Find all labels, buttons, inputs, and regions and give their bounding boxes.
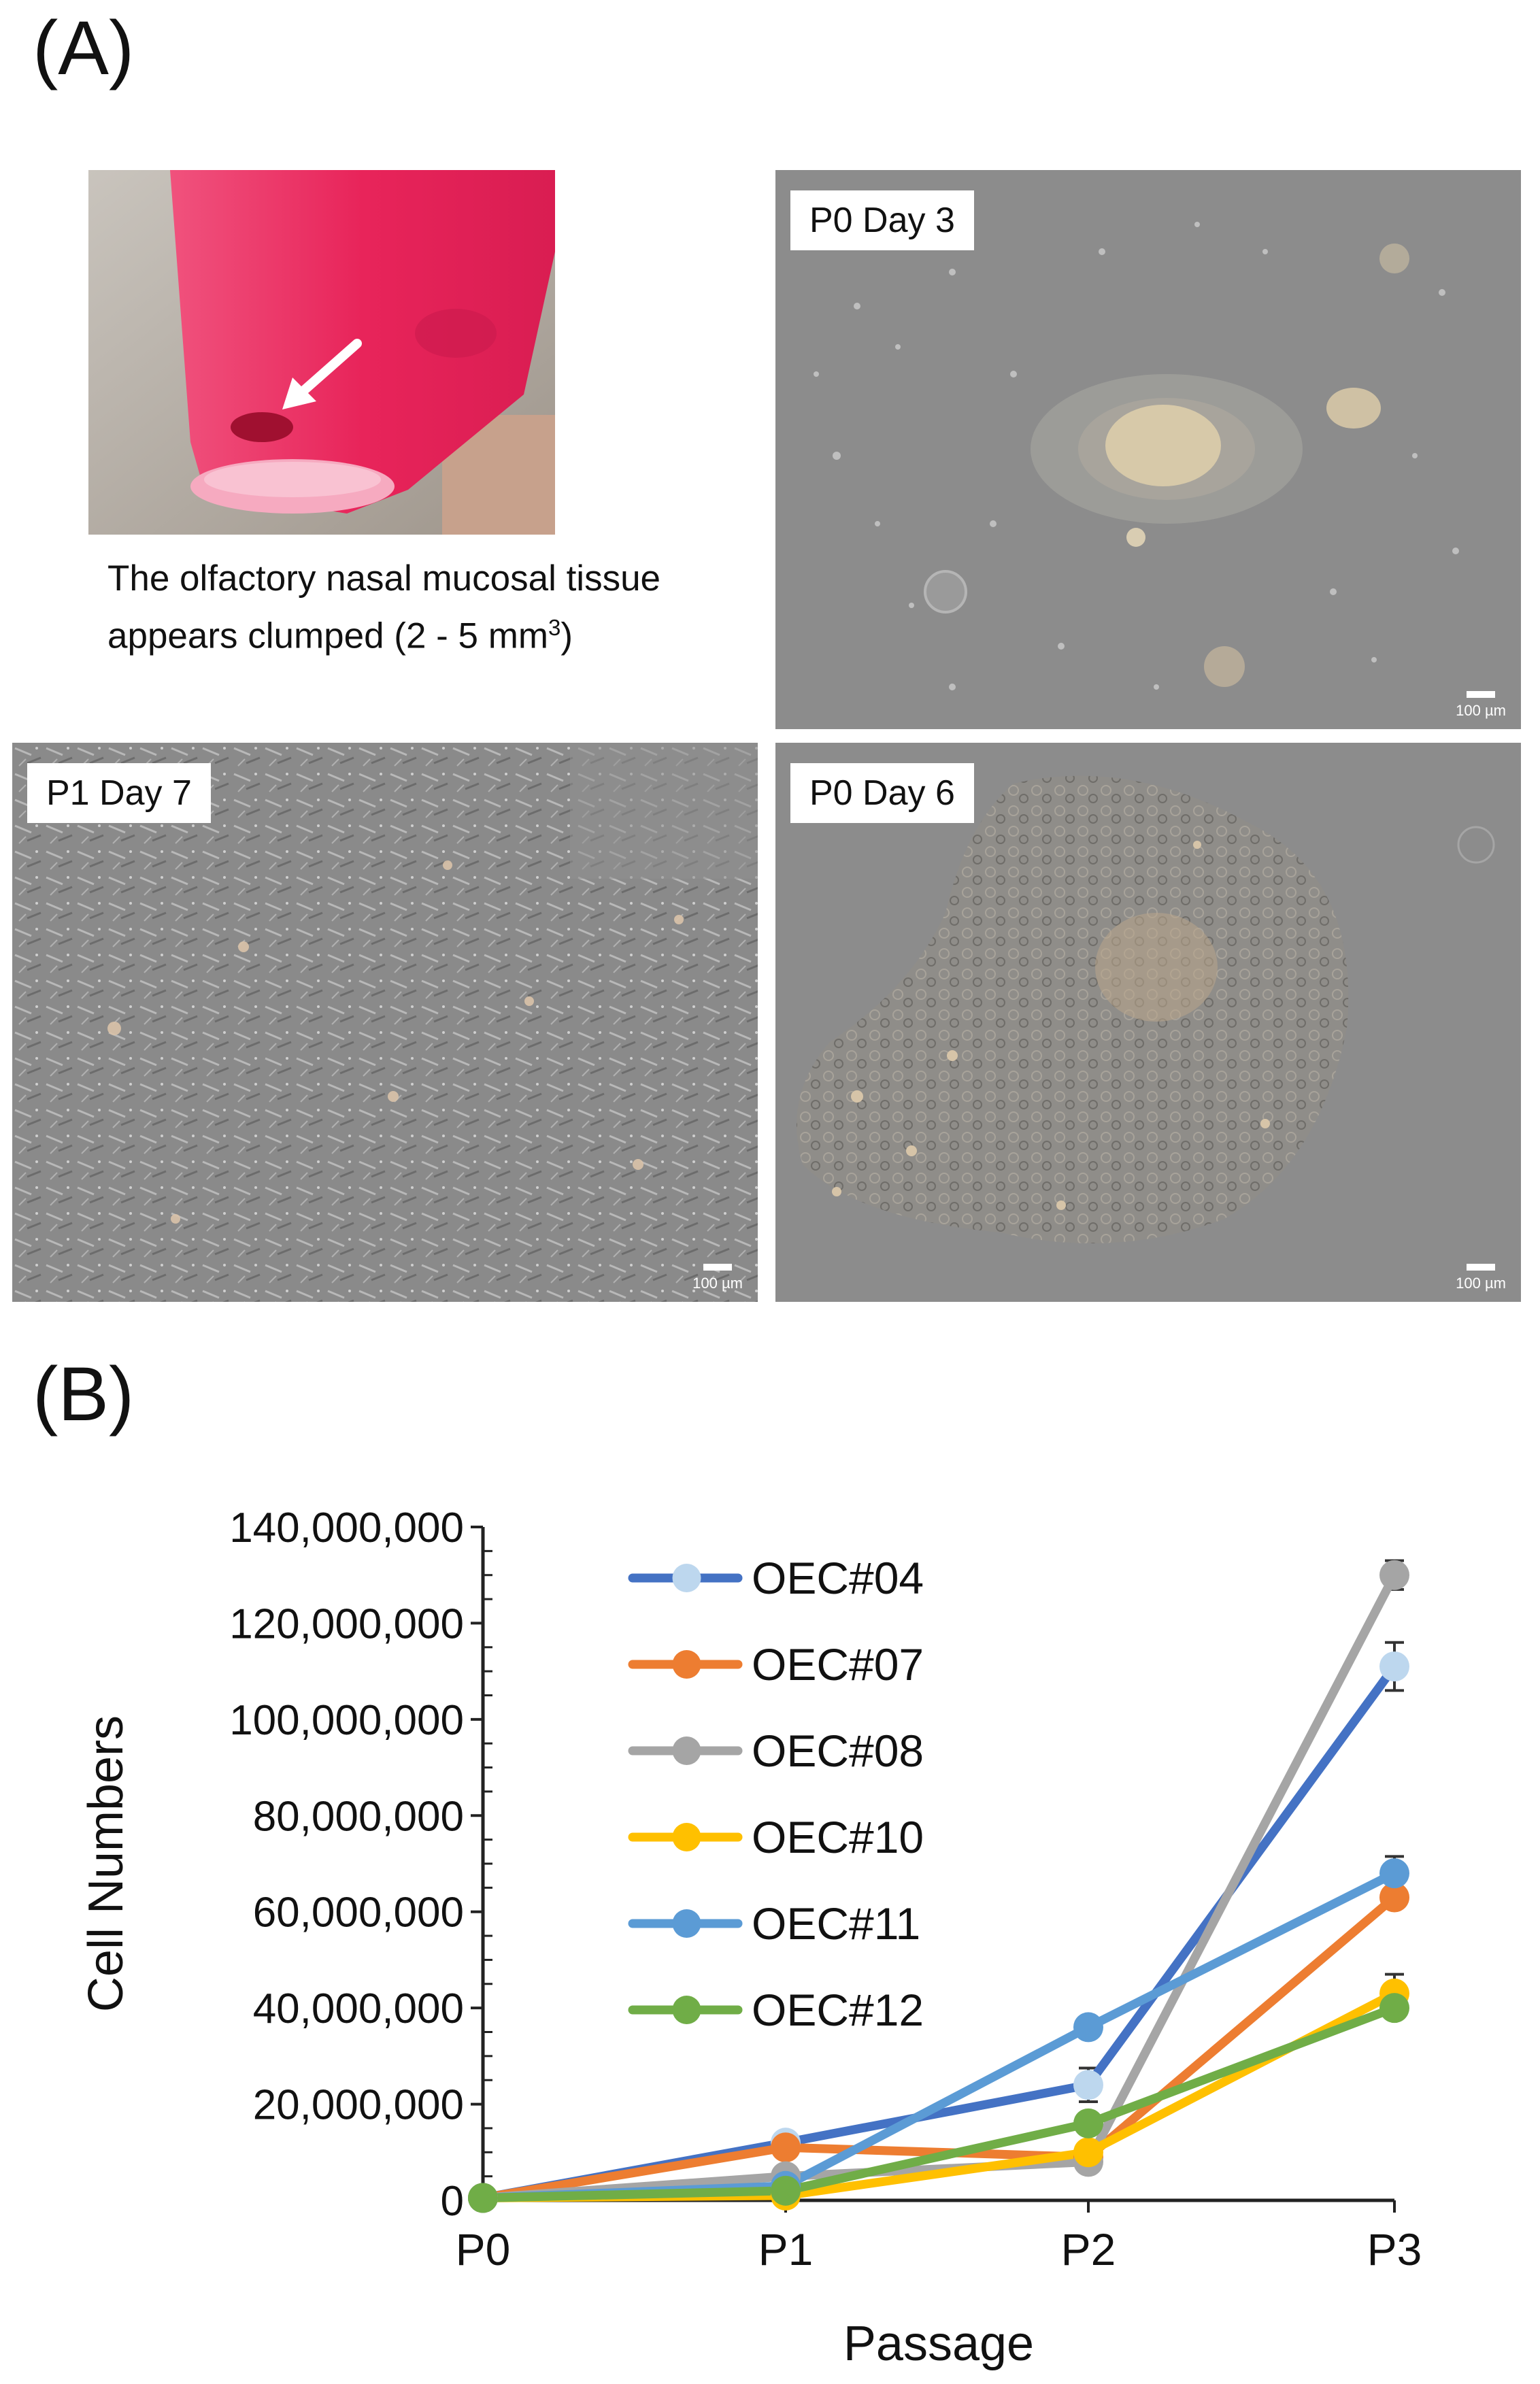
data-point-OEC#11 (1073, 2012, 1103, 2043)
series-line-OEC#04 (478, 1662, 1399, 2202)
data-point-OEC#12 (468, 2183, 498, 2213)
data-point-OEC#12 (1073, 2108, 1103, 2138)
y-tick-label: 20,000,000 (253, 2082, 464, 2129)
y-tick-label: 60,000,000 (253, 1890, 464, 1936)
legend-label: OEC#11 (752, 1898, 920, 1949)
y-tick-label: 40,000,000 (253, 1985, 464, 2032)
caption-line-2-end: ) (560, 616, 573, 656)
data-point-OEC#12 (771, 2175, 801, 2206)
tissue-photo (88, 170, 555, 535)
data-point-OEC#10 (1073, 2137, 1103, 2168)
legend-label: OEC#07 (752, 1639, 924, 1690)
y-tick-label: 0 (441, 2178, 464, 2225)
legend-marker (672, 1909, 701, 1938)
legend-marker (672, 1996, 701, 2024)
photo-caption: The olfactory nasal mucosal tissue appea… (107, 554, 660, 661)
legend-marker (672, 1564, 701, 1592)
y-tick-label: 140,000,000 (229, 1505, 464, 1551)
scale-bar: 100 µm (1456, 691, 1506, 720)
caption-line-2: appears clumped (2 - 5 mm3) (107, 603, 660, 661)
x-tick-label: P3 (1367, 2224, 1422, 2274)
legend-label: OEC#04 (752, 1553, 924, 1603)
data-point-OEC#07 (1379, 1882, 1409, 1913)
micrograph-p0-day6: P0 Day 6 100 µm (775, 743, 1521, 1302)
data-point-OEC#04 (1073, 2070, 1103, 2100)
panel-b-label: (B) (33, 1352, 135, 1437)
y-tick-label: 100,000,000 (229, 1697, 464, 1744)
panel-a-label: (A) (33, 5, 135, 90)
x-axis-title: Passage (843, 2317, 1034, 2371)
legend-marker (672, 1650, 701, 1679)
data-point-OEC#12 (1379, 1993, 1409, 2024)
micrograph-label: P0 Day 6 (790, 763, 974, 823)
scale-text: 100 µm (692, 1275, 743, 1292)
scale-bar: 100 µm (692, 1264, 743, 1292)
scale-text: 100 µm (1456, 1275, 1506, 1292)
data-point-OEC#07 (771, 2132, 801, 2163)
series-line-OEC#07 (478, 1893, 1399, 2202)
caption-line-2-text: appears clumped (2 - 5 mm (107, 616, 549, 656)
caption-line-1: The olfactory nasal mucosal tissue (107, 558, 661, 599)
legend-label: OEC#08 (752, 1726, 924, 1776)
micrograph-p1-day7: P1 Day 7 100 µm (12, 743, 758, 1302)
y-axis-title: Cell Numbers (79, 1715, 133, 2012)
cell-numbers-line-chart: 0 20,000,000 40,000,000 60,000,000 80,000,00… (79, 1505, 1422, 2371)
series-line-OEC#12 (478, 2003, 1399, 2202)
data-point-OEC#04 (1379, 1651, 1409, 1682)
x-tick-label: P0 (456, 2224, 511, 2274)
micrograph-label: P0 Day 3 (790, 190, 974, 250)
x-tick-label: P1 (758, 2224, 814, 2274)
legend-marker (672, 1823, 701, 1851)
legend-marker (672, 1736, 701, 1765)
micrograph-p0-day3: P0 Day 3 100 µm (775, 170, 1521, 729)
legend-label: OEC#10 (752, 1812, 924, 1862)
tissue-clump (231, 412, 293, 442)
data-point-OEC#08 (1379, 1560, 1409, 1590)
x-tick-label: P2 (1061, 2224, 1116, 2274)
caption-superscript: 3 (548, 615, 561, 640)
y-tick-label: 120,000,000 (229, 1600, 464, 1647)
series-line-OEC#08 (478, 1571, 1399, 2202)
micrograph-label: P1 Day 7 (27, 763, 211, 823)
white-arrow-icon (282, 339, 362, 409)
scale-bar: 100 µm (1456, 1264, 1506, 1292)
y-tick-label: 80,000,000 (253, 1793, 464, 1840)
scale-text: 100 µm (1456, 702, 1506, 719)
data-point-OEC#11 (1379, 1858, 1409, 1889)
legend-label: OEC#12 (752, 1985, 924, 2035)
